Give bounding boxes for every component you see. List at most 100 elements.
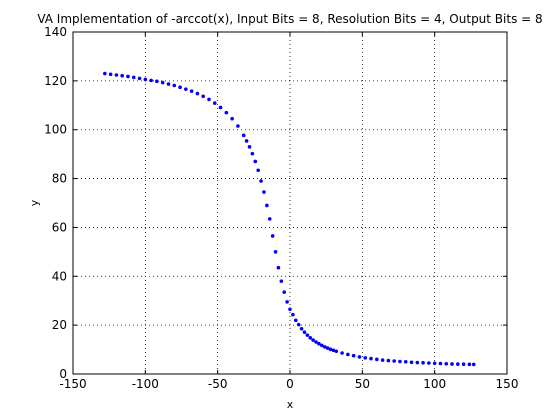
data-point	[293, 318, 298, 323]
data-point	[103, 71, 107, 76]
data-points	[103, 71, 476, 367]
data-point	[415, 360, 420, 365]
data-point	[160, 80, 165, 85]
data-point	[155, 79, 159, 84]
data-point	[375, 357, 379, 362]
y-axis-label: y	[28, 199, 41, 206]
data-point	[166, 82, 171, 86]
y-tick-label: 140	[44, 25, 67, 39]
data-point	[296, 322, 301, 327]
data-point	[253, 159, 258, 164]
data-point	[369, 356, 373, 361]
data-point	[195, 91, 200, 96]
data-point	[308, 336, 313, 340]
data-point	[262, 190, 266, 194]
data-point	[331, 348, 336, 353]
data-point	[351, 353, 356, 358]
data-point	[201, 94, 205, 99]
data-point	[288, 307, 292, 312]
y-tick-label: 80	[52, 172, 67, 186]
data-point	[172, 83, 177, 88]
data-point	[432, 361, 437, 366]
data-point	[340, 351, 344, 355]
data-point	[386, 358, 391, 363]
data-point	[467, 362, 472, 367]
data-point	[346, 352, 350, 357]
data-point	[282, 290, 287, 294]
data-point	[357, 355, 362, 359]
data-point	[137, 76, 142, 81]
data-point	[421, 360, 425, 365]
data-point	[230, 116, 234, 121]
data-point	[380, 358, 385, 362]
data-point	[409, 360, 414, 365]
data-point	[178, 85, 182, 90]
y-tick-label: 120	[44, 74, 67, 88]
data-point	[244, 139, 249, 143]
data-point	[456, 362, 460, 366]
data-point	[108, 72, 113, 77]
data-point	[320, 343, 324, 348]
axes-background	[72, 31, 508, 375]
data-point	[114, 73, 119, 77]
data-point	[471, 362, 476, 367]
data-point	[276, 265, 281, 270]
chart-title: VA Implementation of -arccot(x), Input B…	[37, 12, 542, 26]
data-point	[325, 346, 330, 350]
data-point	[398, 359, 402, 364]
data-point	[143, 77, 148, 82]
data-point	[224, 110, 229, 115]
data-point	[120, 73, 124, 78]
data-point	[212, 101, 217, 105]
x-tick-label: -150	[59, 377, 86, 391]
x-tick-label: -100	[132, 377, 159, 391]
x-tick-label: 150	[496, 377, 519, 391]
x-tick-label: -50	[208, 377, 228, 391]
data-point	[126, 74, 130, 79]
data-point	[184, 87, 188, 91]
data-point	[207, 97, 211, 102]
data-point	[250, 151, 255, 156]
data-point	[270, 234, 275, 238]
data-point	[461, 362, 466, 367]
data-point	[236, 124, 240, 128]
x-tick-label: 0	[286, 377, 294, 391]
data-point	[256, 168, 260, 173]
data-point	[131, 75, 136, 80]
data-point	[403, 359, 408, 364]
data-point	[247, 145, 252, 149]
y-tick-label: 20	[52, 318, 67, 332]
y-tick-label: 100	[44, 123, 67, 137]
x-tick-label: 100	[423, 377, 446, 391]
data-point	[273, 250, 278, 254]
x-tick-label: 50	[355, 377, 370, 391]
ticks: -150 -100 -50 0 50 100 150 0 20 40 60 80 100 120 140	[44, 25, 518, 391]
data-point	[363, 356, 368, 360]
data-point	[285, 300, 289, 304]
x-axis-label: x	[287, 398, 294, 411]
data-point	[438, 361, 443, 366]
axes-frame	[72, 31, 508, 375]
data-point	[265, 203, 269, 208]
data-point	[279, 279, 284, 283]
data-point	[334, 349, 339, 354]
y-tick-label: 60	[52, 220, 67, 234]
data-point	[328, 347, 333, 352]
y-tick-label: 40	[52, 269, 67, 283]
data-point	[317, 341, 321, 346]
grid	[73, 32, 507, 374]
y-tick-label: 0	[59, 367, 67, 381]
data-point	[241, 133, 246, 138]
data-point	[302, 330, 307, 335]
data-point	[189, 89, 194, 93]
data-point	[267, 217, 272, 221]
data-point	[427, 361, 431, 365]
data-point	[259, 179, 263, 183]
data-point	[149, 78, 153, 83]
data-point	[392, 359, 396, 363]
data-point	[291, 312, 295, 317]
data-point	[311, 338, 315, 342]
data-point	[450, 362, 454, 366]
